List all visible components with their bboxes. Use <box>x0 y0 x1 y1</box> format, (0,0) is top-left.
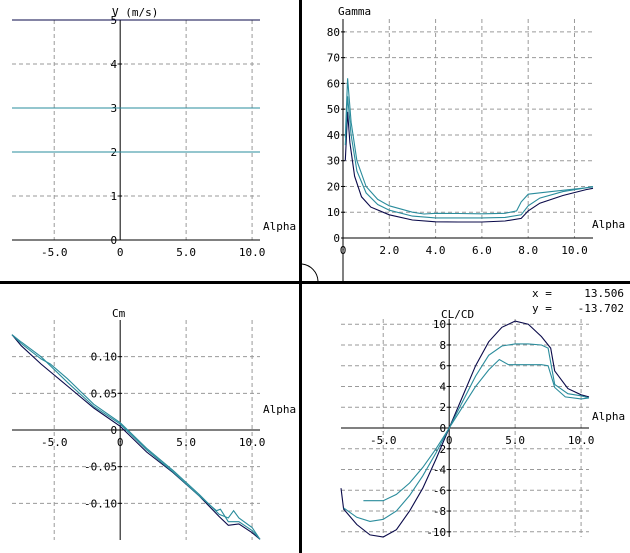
x-tick-label: -5.0 <box>41 436 68 449</box>
x-tick-label: 5.0 <box>505 434 525 447</box>
y-tick-label: 4 <box>440 380 447 393</box>
readout-y-label: y = <box>532 302 552 315</box>
y-tick-label: 40 <box>327 129 340 142</box>
series-line-1 <box>344 111 594 223</box>
y-axis-label: Cm <box>112 307 126 320</box>
x-tick-label: 8.0 <box>518 244 538 257</box>
y-tick-label: 0 <box>440 422 447 435</box>
x-tick-label: 10.0 <box>568 434 595 447</box>
y-tick-label: 0 <box>111 234 118 247</box>
y-tick-label: 8 <box>440 339 447 352</box>
y-tick-label: -4 <box>433 464 447 477</box>
x-tick-label: 10.0 <box>561 244 588 257</box>
y-axis-label: CL/CD <box>441 308 474 321</box>
y-tick-label: 10 <box>433 318 446 331</box>
y-tick-label: 30 <box>327 155 340 168</box>
readout-x-label: x = <box>532 287 552 300</box>
x-tick-label: 5.0 <box>176 436 196 449</box>
separator-horizontal <box>0 281 630 284</box>
y-tick-label: 1 <box>111 190 118 203</box>
series-line-1 <box>11 334 261 540</box>
y-tick-label: 20 <box>327 180 340 193</box>
series-line-1 <box>340 320 590 538</box>
y-tick-label: -0.05 <box>84 461 117 474</box>
y-tick-label: 2 <box>440 401 447 414</box>
x-tick-label: -5.0 <box>41 246 68 259</box>
x-tick-label: 4.0 <box>426 244 446 257</box>
x-tick-label: 0 <box>446 434 453 447</box>
x-axis-label: Alpha <box>592 410 625 423</box>
x-tick-label: 0 <box>117 436 124 449</box>
y-tick-label: 4 <box>111 58 118 71</box>
y-tick-label: 80 <box>327 26 340 39</box>
y-tick-label: 50 <box>327 103 340 116</box>
y-tick-label: 70 <box>327 52 340 65</box>
x-tick-label: 10.0 <box>239 436 266 449</box>
x-tick-label: 10.0 <box>239 246 266 259</box>
series-line-3 <box>11 334 261 540</box>
y-tick-label: 0 <box>333 232 340 245</box>
x-tick-label: -5.0 <box>370 434 397 447</box>
x-axis-label: Alpha <box>263 220 296 233</box>
x-axis-label: Alpha <box>263 403 296 416</box>
y-tick-label: -10 <box>426 526 446 539</box>
cursor-readout: x = 13.506 y = -13.702 <box>532 287 624 315</box>
y-tick-label: 6 <box>440 360 447 373</box>
chart-gamma: 0 2.0 4.0 6.0 8.0 10.0 0 10 20 30 40 50 60 70 80 Alpha G… <box>327 5 625 282</box>
y-tick-label: -6 <box>433 484 446 497</box>
series-line-2 <box>343 343 590 522</box>
y-tick-label: 0.10 <box>91 351 118 364</box>
separator-vertical <box>299 0 302 553</box>
readout-y-value: -13.702 <box>578 302 624 315</box>
y-axis-label: V (m/s) <box>112 6 158 19</box>
series-line-3 <box>344 96 594 219</box>
readout-x-value: 13.506 <box>584 287 624 300</box>
x-tick-label: 5.0 <box>176 246 196 259</box>
y-axis-label: Gamma <box>338 5 371 18</box>
y-tick-label: 10 <box>327 206 340 219</box>
y-tick-label: 0 <box>111 424 118 437</box>
y-tick-label: 60 <box>327 77 340 90</box>
x-tick-label: 2.0 <box>379 244 399 257</box>
series-line-2 <box>344 78 594 215</box>
cursor-arc-mark <box>301 263 319 282</box>
y-tick-label: -0.10 <box>84 497 117 510</box>
x-axis-label: Alpha <box>592 218 625 231</box>
y-tick-label: 0.05 <box>91 387 118 400</box>
x-tick-label: 0 <box>117 246 124 259</box>
x-tick-label: 0 <box>340 244 347 257</box>
y-tick-label: -8 <box>433 505 446 518</box>
series-line-3 <box>363 358 590 502</box>
x-tick-label: 6.0 <box>472 244 492 257</box>
